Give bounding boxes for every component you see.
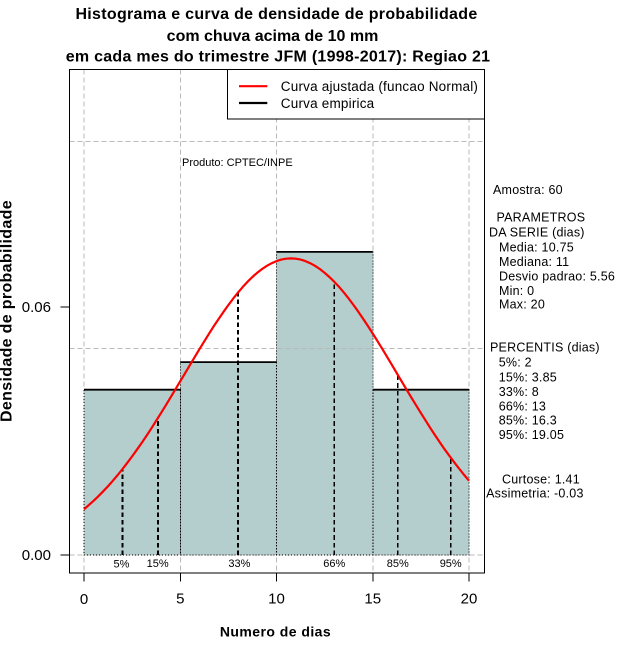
- svg-text:5%: 2: 5%: 2: [499, 356, 532, 370]
- svg-text:Curtose: 1.41: Curtose: 1.41: [502, 473, 580, 487]
- svg-text:0: 0: [80, 591, 88, 608]
- svg-text:15%: 15%: [147, 558, 169, 570]
- svg-text:DA SERIE (dias): DA SERIE (dias): [489, 226, 585, 240]
- svg-text:95%: 19.05: 95%: 19.05: [499, 428, 564, 442]
- svg-text:Desvio padrao: 5.56: Desvio padrao: 5.56: [499, 270, 615, 284]
- svg-text:Max: 20: Max: 20: [499, 298, 545, 312]
- svg-text:15%: 3.85: 15%: 3.85: [499, 371, 557, 385]
- svg-text:Densidade de probabilidade: Densidade de probabilidade: [0, 200, 16, 422]
- svg-text:66%: 66%: [323, 558, 345, 570]
- svg-text:PERCENTIS (dias): PERCENTIS (dias): [490, 341, 600, 355]
- svg-text:5: 5: [176, 591, 184, 608]
- svg-text:Curva ajustada (funcao Normal): Curva ajustada (funcao Normal): [281, 79, 478, 94]
- svg-text:com chuva acima de 10 mm: com chuva acima de 10 mm: [167, 28, 379, 45]
- svg-text:Produto: CPTEC/INPE: Produto: CPTEC/INPE: [182, 157, 293, 169]
- svg-text:66%: 13: 66%: 13: [499, 400, 546, 414]
- svg-text:Histograma e curva de densidad: Histograma e curva de densidade de proba…: [75, 6, 477, 23]
- svg-text:10: 10: [268, 591, 285, 608]
- svg-text:Curva empirica: Curva empirica: [281, 96, 375, 111]
- svg-text:15: 15: [364, 591, 381, 608]
- svg-text:33%: 8: 33%: 8: [499, 385, 539, 399]
- svg-text:Amostra: 60: Amostra: 60: [493, 183, 563, 197]
- svg-text:85%: 16.3: 85%: 16.3: [499, 414, 557, 428]
- svg-text:0.00: 0.00: [22, 547, 51, 564]
- svg-text:0.06: 0.06: [22, 299, 51, 316]
- svg-text:PARAMETROS: PARAMETROS: [497, 211, 586, 225]
- svg-text:em cada mes do trimestre JFM (: em cada mes do trimestre JFM (1998-2017)…: [66, 49, 491, 66]
- svg-text:Min: 0: Min: 0: [499, 284, 534, 298]
- svg-text:Assimetria: -0.03: Assimetria: -0.03: [486, 487, 584, 501]
- svg-text:Mediana: 11: Mediana: 11: [499, 255, 569, 269]
- svg-text:Media: 10.75: Media: 10.75: [499, 241, 574, 255]
- svg-text:85%: 85%: [387, 558, 409, 570]
- svg-text:33%: 33%: [228, 558, 250, 570]
- svg-text:20: 20: [461, 591, 478, 608]
- svg-text:Numero de dias: Numero de dias: [220, 624, 331, 640]
- svg-text:5%: 5%: [114, 559, 130, 571]
- svg-text:95%: 95%: [440, 558, 462, 570]
